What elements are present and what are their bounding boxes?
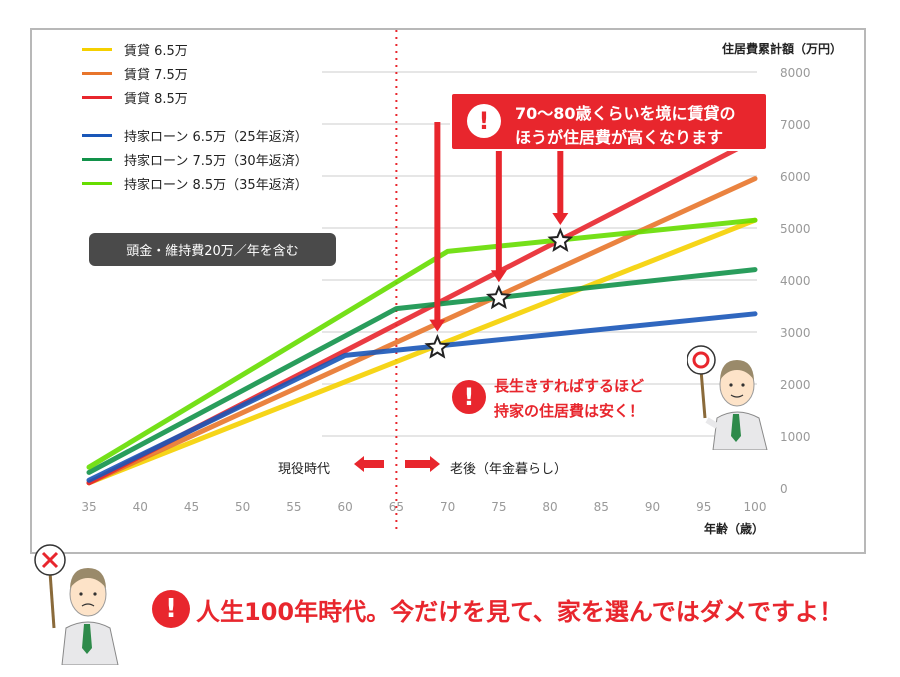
x-tick-label: 90 bbox=[645, 500, 660, 514]
legend-item: 賃貸 7.5万 bbox=[82, 64, 188, 83]
legend-label: 賃貸 8.5万 bbox=[124, 92, 188, 107]
x-tick-label: 75 bbox=[491, 500, 506, 514]
x-tick-label: 70 bbox=[440, 500, 455, 514]
series-line bbox=[86, 311, 758, 483]
x-tick-label: 95 bbox=[696, 500, 711, 514]
exclamation-icon: ! bbox=[452, 380, 486, 414]
y-tick-label: 8000 bbox=[780, 66, 811, 80]
right-arrow-icon bbox=[405, 456, 440, 472]
callout-arrow bbox=[495, 122, 502, 273]
legend-label: 持家ローン 8.5万（35年返済） bbox=[124, 178, 308, 193]
series-line bbox=[86, 217, 758, 486]
legend-swatch bbox=[82, 48, 112, 51]
callout-box: ! 70〜80歳くらいを境に賃貸の ほうが住居費が高くなります bbox=[450, 92, 768, 151]
exclamation-icon: ! bbox=[467, 104, 501, 138]
legend-swatch bbox=[82, 182, 112, 185]
legend-label: 賃貸 7.5万 bbox=[124, 68, 188, 83]
x-tick-label: 50 bbox=[235, 500, 250, 514]
bottom-message: 人生100年時代。今だけを見て、家を選んではダメですよ！ bbox=[196, 598, 843, 626]
phase-left-label: 現役時代 bbox=[278, 462, 331, 477]
legend-label: 持家ローン 6.5万（25年返済） bbox=[124, 130, 308, 145]
callout-arrowhead bbox=[552, 213, 569, 225]
x-tick-label: 55 bbox=[286, 500, 301, 514]
callout-line1: 70〜80歳くらいを境に賃貸の bbox=[515, 104, 736, 123]
crossing-star-icon bbox=[424, 333, 451, 359]
x-tick-label: 85 bbox=[594, 500, 609, 514]
series-line bbox=[86, 217, 758, 470]
series-line bbox=[86, 176, 758, 486]
y-tick-label: 5000 bbox=[780, 222, 811, 236]
x-tick-label: 35 bbox=[81, 500, 96, 514]
chart-frame: 0 1000 2000 3000 4000 5000 6000 7000 8000 35 40 45 5… bbox=[30, 28, 866, 554]
happy-person-icon bbox=[687, 345, 768, 450]
series-line bbox=[86, 267, 758, 475]
x-tick-label: 45 bbox=[184, 500, 199, 514]
legend-swatch bbox=[82, 158, 112, 161]
x-tick-label: 60 bbox=[338, 500, 353, 514]
legend-swatch bbox=[82, 96, 112, 99]
legend-item: 賃貸 8.5万 bbox=[82, 88, 188, 107]
legend-item: 賃貸 6.5万 bbox=[82, 40, 188, 59]
callout-line2: ほうが住居費が高くなります bbox=[515, 128, 724, 147]
left-arrow-icon bbox=[354, 456, 384, 472]
y-tick-label: 0 bbox=[780, 482, 788, 496]
phase-right-label: 老後（年金暮らし） bbox=[450, 462, 568, 477]
legend-item: 持家ローン 8.5万（35年返済） bbox=[82, 174, 308, 193]
x-tick-label: 40 bbox=[133, 500, 148, 514]
x-tick-label: 80 bbox=[542, 500, 557, 514]
sad-person-icon bbox=[34, 544, 119, 665]
y-tick-label: 4000 bbox=[780, 274, 811, 288]
callout-arrowhead bbox=[429, 319, 446, 332]
y-tick-label: 2000 bbox=[780, 378, 811, 392]
y-axis-title: 住居費累計額（万円） bbox=[722, 42, 843, 56]
callout-arrow bbox=[434, 122, 441, 322]
legend-label: 賃貸 6.5万 bbox=[124, 44, 188, 59]
exclamation-icon: ! bbox=[152, 590, 190, 628]
crossing-star-icon bbox=[485, 284, 512, 310]
x-tick-label: 100 bbox=[744, 500, 767, 514]
legend-swatch bbox=[82, 72, 112, 75]
legend-swatch bbox=[82, 134, 112, 137]
y-tick-label: 7000 bbox=[780, 118, 811, 132]
legend-label: 持家ローン 7.5万（30年返済） bbox=[124, 154, 308, 169]
y-tick-label: 1000 bbox=[780, 430, 811, 444]
callout-arrow bbox=[557, 122, 564, 215]
y-tick-label: 6000 bbox=[780, 170, 811, 184]
legend-item: 持家ローン 7.5万（30年返済） bbox=[82, 150, 308, 169]
x-axis-title: 年齢（歳） bbox=[704, 522, 765, 536]
message-right-line2: 持家の住居費は安く！ bbox=[494, 402, 645, 420]
legend-item: 持家ローン 6.5万（25年返済） bbox=[82, 126, 308, 145]
note-box: 頭金・維持費20万／年を含む bbox=[89, 233, 336, 266]
crossing-star-icon bbox=[547, 227, 574, 253]
chart-svg: 0 1000 2000 3000 4000 5000 6000 7000 8000 35 40 45 5… bbox=[81, 30, 811, 530]
y-tick-label: 3000 bbox=[780, 326, 811, 340]
message-right-line1: 長生きすればするほど bbox=[494, 377, 645, 395]
callout-arrowhead bbox=[490, 270, 507, 283]
